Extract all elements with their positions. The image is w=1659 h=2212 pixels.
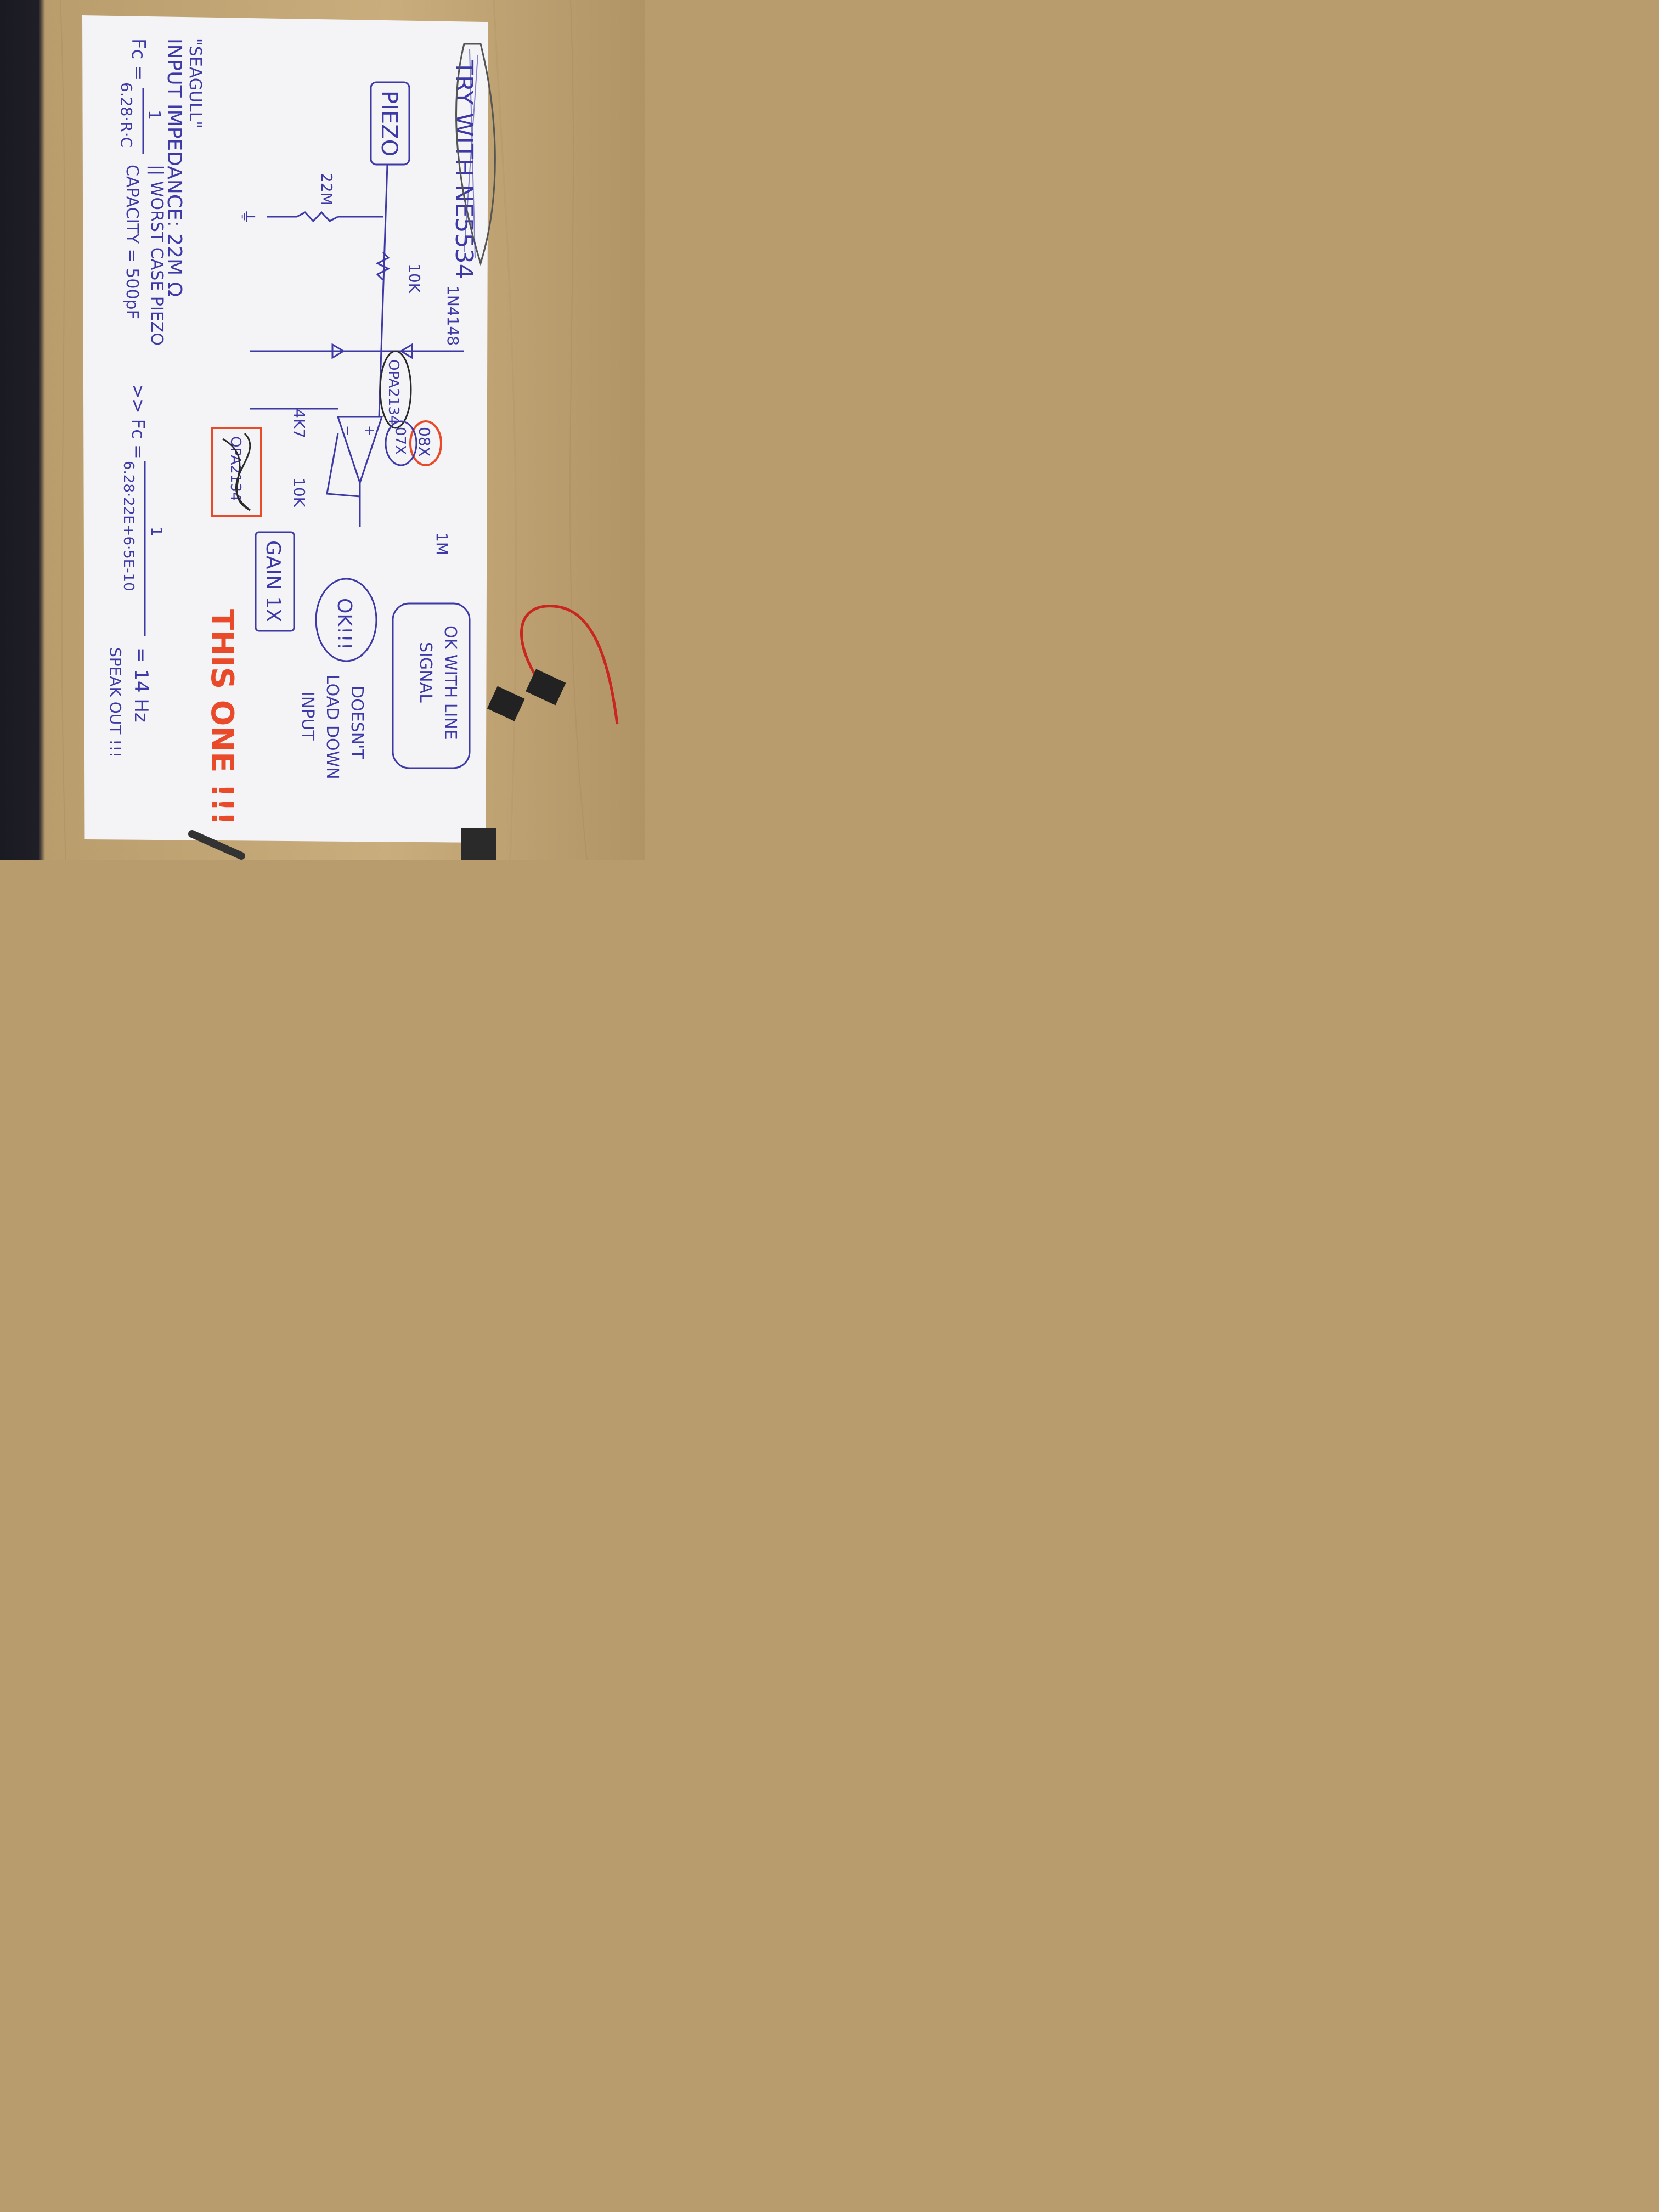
svg-text:6.28·R·C: 6.28·R·C	[117, 82, 136, 148]
worst-case-note: || WORST CASE PIEZO CAPACITY = 500pF	[122, 165, 166, 346]
svg-text:GAIN 1X: GAIN 1X	[262, 540, 284, 622]
svg-text:⏚: ⏚	[238, 208, 257, 225]
svg-text:CAPACITY = 500pF: CAPACITY = 500pF	[122, 165, 142, 319]
svg-text:SPEAK OUT !!!: SPEAK OUT !!!	[106, 647, 125, 758]
ok-line-box: OK WITH LINE SIGNAL	[392, 602, 471, 769]
input-impedance-note: INPUT IMPEDANCE: 22M Ω	[163, 38, 185, 297]
crossed-header: TRY WITH NE5534	[450, 43, 496, 279]
svg-text:= 14 Hz: = 14 Hz	[130, 647, 152, 723]
piezo-box: PIEZO	[370, 81, 410, 166]
svg-text:OK!!!: OK!!!	[333, 598, 356, 650]
chip-2	[487, 686, 525, 721]
handwritten-note	[82, 15, 488, 843]
gain-box: GAIN 1X	[255, 531, 295, 632]
doesnt-load-note: DOESN'T LOAD DOWN INPUT	[298, 675, 366, 780]
svg-text:OPA2134: OPA2134	[227, 436, 244, 501]
svg-text:LOAD DOWN: LOAD DOWN	[323, 675, 342, 780]
svg-text:OK WITH LINE: OK WITH LINE	[441, 625, 460, 740]
svg-text:1: 1	[144, 110, 163, 120]
cutoff-calculation: >> Fc = 1 6.28·22E+6·5E-10 = 14 Hz SPEAK…	[106, 384, 166, 758]
seagull-note: "SEAGULL"	[185, 38, 205, 128]
svg-text:07X: 07X	[392, 427, 408, 455]
svg-text:22M: 22M	[318, 173, 336, 206]
svg-text:>> Fc =: >> Fc =	[128, 384, 149, 459]
svg-text:1N4148: 1N4148	[444, 285, 462, 346]
schematic-drawing: TRY WITH NE5534 PIEZO 22M ⏚ 10K 1N4148	[106, 38, 496, 826]
crossed-opamp: OPA2134	[211, 427, 262, 517]
svg-text:1M: 1M	[433, 532, 451, 555]
photo-scene: TRY WITH NE5534 PIEZO 22M ⏚ 10K 1N4148	[0, 0, 645, 860]
svg-text:OPA2134: OPA2134	[385, 359, 402, 424]
opamp-options: 08X 07X	[385, 420, 442, 466]
cutoff-formula: Fc = 1 6.28·R·C	[117, 38, 163, 154]
svg-text:|| WORST CASE PIEZO: || WORST CASE PIEZO	[147, 165, 166, 346]
svg-text:08X: 08X	[415, 427, 433, 457]
chip-3	[461, 828, 496, 860]
svg-text:−: −	[340, 425, 356, 436]
svg-text:PIEZO: PIEZO	[376, 91, 402, 156]
svg-text:INPUT: INPUT	[298, 691, 317, 741]
chip-1	[526, 669, 566, 706]
ok-circle: OK!!!	[315, 578, 377, 662]
svg-text:+: +	[362, 425, 377, 436]
svg-text:6.28·22E+6·5E-10: 6.28·22E+6·5E-10	[120, 461, 137, 591]
svg-text:DOESN'T: DOESN'T	[347, 686, 366, 759]
svg-text:10K: 10K	[405, 263, 424, 294]
svg-text:Fc =: Fc =	[127, 38, 149, 81]
svg-text:1: 1	[148, 527, 166, 537]
svg-text:SIGNAL: SIGNAL	[416, 642, 435, 703]
svg-text:10K: 10K	[290, 477, 308, 507]
opamp-label: OPA2134	[379, 350, 412, 429]
this-one-note: THIS ONE !!!	[204, 609, 240, 826]
svg-text:4K7: 4K7	[290, 409, 308, 438]
desk-components	[188, 605, 619, 860]
